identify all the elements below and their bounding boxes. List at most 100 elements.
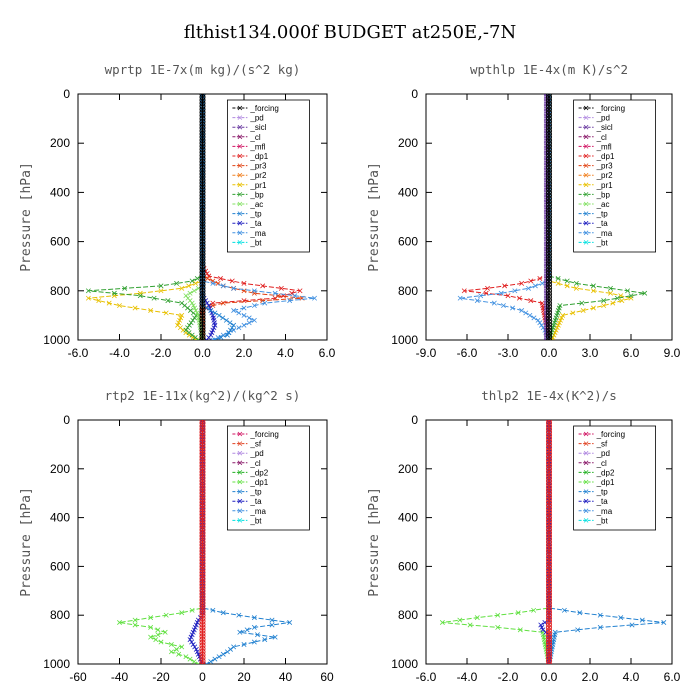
legend-entry: _tp	[249, 488, 262, 497]
legend-entry: _forcing	[249, 104, 278, 113]
legend-entry: _mfl	[596, 142, 612, 151]
series-marker	[545, 103, 553, 110]
series-marker	[199, 235, 206, 242]
legend-marker	[583, 460, 589, 466]
series-marker	[199, 115, 206, 122]
legend-marker	[583, 431, 589, 437]
series-marker	[545, 213, 553, 221]
series-marker	[545, 520, 553, 527]
series-marker	[545, 223, 553, 230]
series-marker	[229, 325, 235, 331]
series-marker	[555, 276, 561, 281]
y-tick-label: 400	[398, 185, 418, 199]
legend-entry: _bp	[249, 190, 264, 199]
series-marker	[199, 315, 206, 322]
series-marker	[199, 189, 206, 196]
series-marker	[186, 330, 192, 336]
series-marker	[608, 290, 613, 296]
series-marker	[158, 288, 164, 294]
series-marker	[545, 477, 553, 485]
series-marker	[545, 226, 553, 233]
series-marker	[590, 283, 596, 289]
series-marker	[199, 499, 206, 506]
series-marker	[237, 629, 243, 635]
series-marker	[199, 161, 206, 168]
legend-marker	[237, 153, 243, 159]
x-tick-label: -2.0	[498, 670, 519, 684]
series-marker	[260, 283, 266, 289]
legend-marker	[237, 201, 243, 207]
y-tick-label: 1000	[391, 657, 418, 671]
legend-entry: _sf	[596, 440, 608, 449]
series-marker	[246, 315, 252, 321]
series-marker	[199, 278, 206, 285]
series-marker	[199, 155, 206, 162]
series-marker	[545, 523, 553, 530]
legend-marker	[237, 172, 243, 178]
series-marker	[199, 318, 206, 325]
x-tick-label: 0	[199, 670, 206, 684]
series-marker	[199, 453, 206, 460]
series-marker	[545, 300, 553, 307]
y-tick-label: 400	[398, 511, 418, 525]
series-marker	[199, 508, 206, 515]
y-tick-label: 800	[50, 284, 70, 298]
legend-entry: _bt	[249, 516, 262, 525]
series-marker	[210, 607, 216, 613]
x-tick-label: 9.0	[664, 346, 681, 360]
legend-entry: _ac	[249, 200, 263, 209]
legend-entry: _dp1	[596, 152, 615, 161]
series-marker	[220, 300, 226, 306]
series-marker	[192, 315, 198, 321]
x-tick-label: 2.0	[582, 670, 599, 684]
series-marker	[199, 207, 206, 214]
series-marker	[545, 438, 553, 445]
legend-marker	[237, 211, 243, 216]
series-marker	[517, 627, 523, 633]
legend: _forcing_sf_pd_cl_dp2_dp1_tp_ta_ma_bt	[573, 425, 656, 531]
series-marker	[199, 645, 206, 652]
series-marker	[545, 118, 553, 125]
legend-entry: _bt	[596, 516, 609, 525]
series-marker	[199, 94, 206, 98]
series-marker	[199, 532, 206, 539]
y-tick-label: 0	[63, 87, 70, 101]
series-marker	[241, 305, 247, 311]
legend-entry: _ac	[596, 200, 610, 209]
series-marker	[199, 535, 206, 543]
series-marker	[601, 298, 607, 304]
legend-marker	[237, 470, 243, 475]
series-marker	[199, 306, 206, 313]
series-marker	[199, 627, 206, 634]
legend-box	[573, 425, 656, 531]
legend-marker	[583, 518, 589, 523]
series-marker	[179, 644, 185, 650]
series-marker	[608, 285, 613, 291]
series-marker	[545, 303, 553, 310]
legend-marker	[237, 460, 243, 466]
series-marker	[545, 459, 553, 466]
series-marker	[193, 307, 199, 313]
legend-entry: _pr3	[596, 162, 614, 171]
series-marker	[189, 278, 195, 284]
y-axis-label: Pressure [hPa]	[367, 487, 382, 597]
series-marker	[174, 646, 180, 652]
series-marker	[199, 468, 206, 475]
series-marker	[199, 450, 206, 457]
legend-entry: _forcing	[249, 430, 278, 439]
legend-marker	[583, 230, 589, 236]
series-marker	[545, 624, 553, 631]
legend-marker	[583, 153, 589, 159]
series-marker	[545, 180, 553, 187]
series-marker	[545, 321, 553, 328]
series-marker	[545, 161, 553, 168]
series-marker	[186, 322, 192, 328]
series-marker	[199, 149, 206, 156]
series-marker	[545, 584, 553, 591]
series-marker	[539, 280, 545, 286]
series-marker	[545, 253, 553, 261]
legend-marker	[583, 470, 589, 475]
series-marker	[96, 298, 102, 304]
series-marker	[545, 183, 553, 190]
series-marker	[545, 471, 553, 478]
